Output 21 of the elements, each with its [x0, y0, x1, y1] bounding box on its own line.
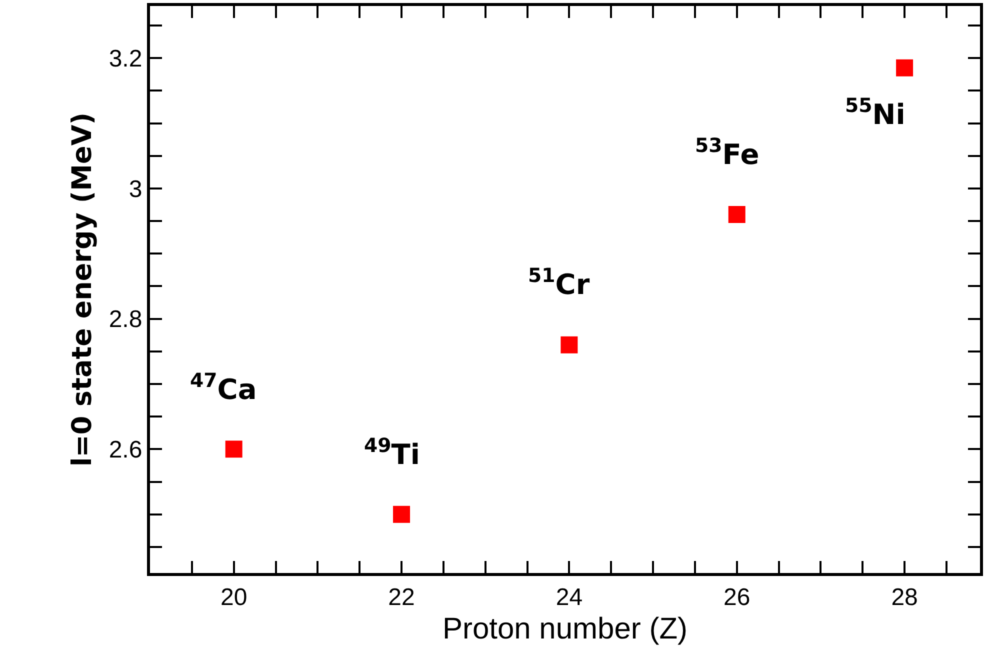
x-tick-label: 20 [220, 584, 248, 611]
y-tick-label: 2.6 [108, 436, 142, 464]
annotation: $^{49}$Ti [364, 434, 420, 471]
x-axis-title: Proton number (Z) [442, 612, 688, 646]
annotation: $^{47}$Ca [190, 369, 257, 406]
annotation: $^{55}$Ni [845, 94, 906, 131]
point [560, 336, 578, 354]
y-axis-title: l=0 state energy (MeV) [66, 112, 98, 467]
y-tick-label: 3 [128, 176, 142, 203]
point [896, 59, 914, 76]
y-tick-label: 3.2 [108, 46, 142, 73]
annotation: $^{51}$Cr [528, 264, 590, 301]
x-tick-label: 26 [724, 584, 750, 611]
x-tick-label: 24 [556, 584, 583, 611]
annotation: $^{53}$Fe [695, 134, 760, 171]
x-tick-label: 22 [388, 584, 415, 611]
point [225, 440, 242, 458]
point [728, 206, 746, 224]
y-tick-label: 2.8 [108, 306, 142, 334]
point [393, 506, 410, 523]
x-tick-label: 28 [891, 584, 918, 611]
